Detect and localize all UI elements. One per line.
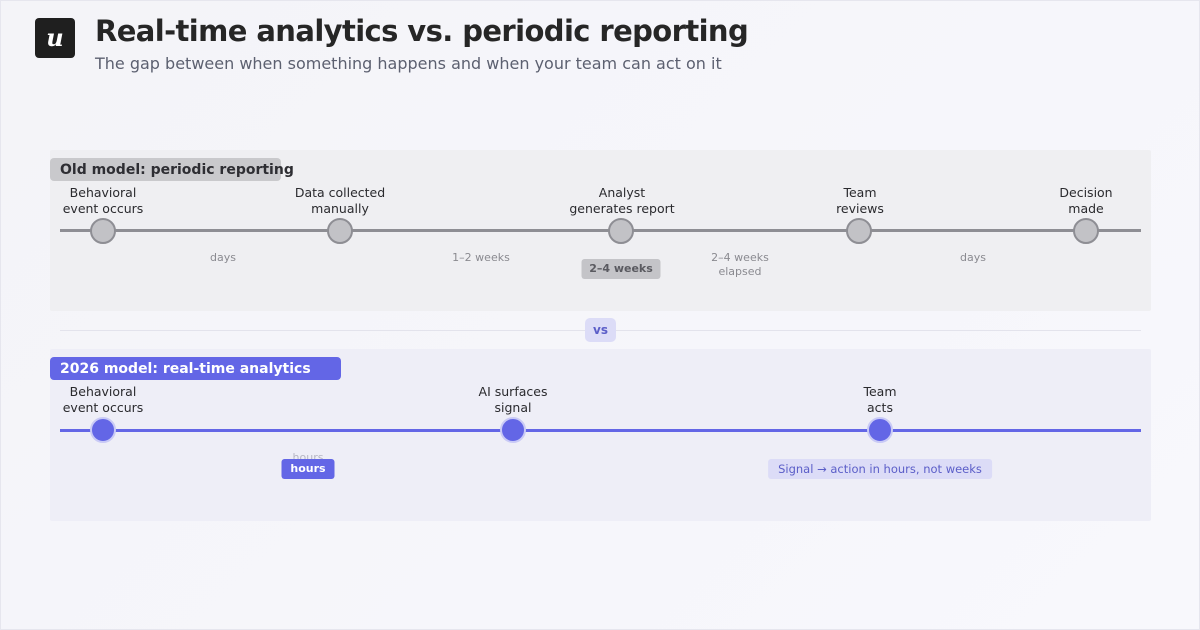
old-step-label-2-line1: Data collected bbox=[294, 185, 386, 200]
old-gap-label-2: 1–2 weeks bbox=[452, 251, 510, 264]
logo-letter: u bbox=[46, 23, 64, 52]
old-step-label-1-line2: event occurs bbox=[62, 201, 144, 216]
new-step-node-2 bbox=[500, 417, 526, 443]
old-step-label-2: Data collected manually bbox=[295, 185, 385, 217]
old-step-label-1-line1: Behavioral bbox=[69, 185, 137, 200]
old-step-label-4: Team reviews bbox=[836, 185, 884, 217]
old-model-timeline-track bbox=[60, 229, 1141, 232]
old-step-label-5-line1: Decision bbox=[1059, 185, 1113, 200]
new-duration-badge: hours bbox=[281, 459, 335, 479]
old-step-node-5 bbox=[1073, 218, 1099, 244]
new-step-label-2-line1: AI surfaces bbox=[478, 384, 548, 399]
new-step-label-3: Team acts bbox=[863, 384, 896, 416]
new-model-timeline-track bbox=[60, 429, 1141, 432]
old-step-label-2-line2: manually bbox=[311, 201, 369, 216]
new-step-node-1 bbox=[90, 417, 116, 443]
old-step-label-5-line2: made bbox=[1068, 201, 1104, 216]
new-step-label-2: AI surfaces signal bbox=[479, 384, 548, 416]
old-step-label-4-line1: Team bbox=[843, 185, 877, 200]
old-step-label-3-line2: generates report bbox=[569, 201, 675, 216]
new-step-label-1-line2: event occurs bbox=[62, 400, 144, 415]
page-subtitle: The gap between when something happens a… bbox=[95, 54, 722, 73]
old-step-node-4 bbox=[846, 218, 872, 244]
old-gap-label-3-line2: elapsed bbox=[718, 265, 762, 278]
new-model-panel: 2026 model: real-time analytics Behavior… bbox=[50, 349, 1151, 521]
old-gap-label-1: days bbox=[210, 251, 236, 264]
old-gap-label-3: 2–4 weeks elapsed bbox=[711, 251, 769, 279]
new-step-label-3-line2: acts bbox=[867, 400, 893, 415]
old-step-label-5: Decision made bbox=[1059, 185, 1112, 217]
old-step-label-3-line1: Analyst bbox=[598, 185, 646, 200]
new-step-label-3-line1: Team bbox=[863, 384, 897, 399]
old-model-panel: Old model: periodic reporting Behavioral… bbox=[50, 150, 1151, 311]
brand-logo: u bbox=[35, 18, 75, 58]
old-model-label: Old model: periodic reporting bbox=[50, 158, 294, 181]
old-step-label-4-line2: reviews bbox=[836, 201, 884, 216]
new-model-label: 2026 model: real-time analytics bbox=[50, 357, 341, 380]
old-step-label-1: Behavioral event occurs bbox=[63, 185, 144, 217]
vs-badge: vs bbox=[585, 318, 616, 342]
page-title: Real-time analytics vs. periodic reporti… bbox=[95, 14, 749, 48]
new-step-node-3 bbox=[867, 417, 893, 443]
old-step-label-3: Analyst generates report bbox=[569, 185, 674, 217]
old-gap-label-4: days bbox=[960, 251, 986, 264]
old-duration-badge: 2–4 weeks bbox=[581, 259, 661, 279]
new-step-label-1: Behavioral event occurs bbox=[63, 384, 144, 416]
speed-note-badge: Signal → action in hours, not weeks bbox=[768, 459, 992, 479]
old-step-node-1 bbox=[90, 218, 116, 244]
new-step-label-2-line2: signal bbox=[494, 400, 532, 415]
old-gap-label-3-line1: 2–4 weeks bbox=[711, 251, 769, 264]
old-step-node-2 bbox=[327, 218, 353, 244]
new-step-label-1-line1: Behavioral bbox=[69, 384, 137, 399]
old-step-node-3 bbox=[608, 218, 634, 244]
